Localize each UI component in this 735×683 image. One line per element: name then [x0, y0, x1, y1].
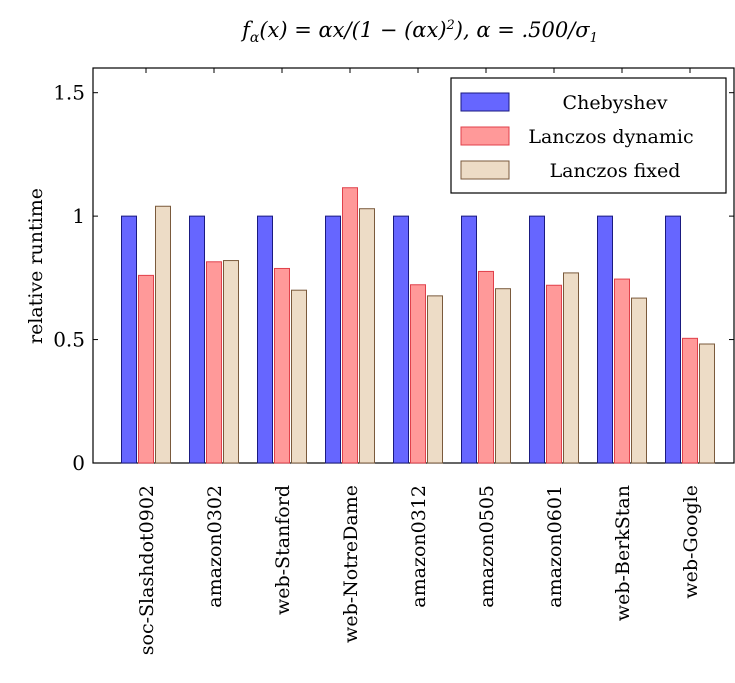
bar-chebyshev-amazon0601 — [529, 215, 545, 464]
x-tick-label: web-Google — [680, 485, 702, 599]
x-tick-labels: soc-Slashdot0902 amazon0302 web-Stanford we… — [136, 485, 702, 655]
bar-chebyshev-amazon0505 — [461, 215, 477, 464]
legend-swatch — [460, 160, 510, 180]
bar-lanczos-dynamic-web-BerkStan — [614, 278, 630, 464]
bar-lanczos-fixed-amazon0601 — [563, 272, 579, 464]
x-tick-label: amazon0505 — [476, 485, 498, 608]
bar-lanczos-dynamic-amazon0505 — [478, 270, 494, 464]
x-tick-label: soc-Slashdot0902 — [136, 485, 158, 655]
x-tick-label: web-Stanford — [272, 485, 294, 615]
bar-lanczos-dynamic-soc-Slashdot0902 — [138, 274, 154, 464]
bars — [121, 187, 715, 464]
bar-lanczos-fixed-amazon0302 — [223, 260, 239, 464]
x-tick-label: amazon0312 — [408, 485, 430, 608]
legend: Chebyshev Lanczos dynamic Lanczos fixed — [450, 77, 727, 194]
bar-chebyshev-amazon0312 — [393, 215, 409, 464]
bar-lanczos-fixed-web-Google — [699, 343, 715, 464]
legend-swatch — [460, 126, 510, 146]
legend-label: Lanczos dynamic — [528, 126, 693, 148]
bar-lanczos-fixed-soc-Slashdot0902 — [155, 205, 171, 464]
bar-lanczos-dynamic-amazon0312 — [410, 284, 426, 464]
y-tick-label: 1.5 — [53, 81, 85, 105]
legend-swatch — [460, 92, 510, 112]
legend-label: Chebyshev — [563, 92, 668, 114]
bar-lanczos-fixed-web-NotreDame — [359, 208, 375, 464]
bar-chebyshev-web-BerkStan — [597, 215, 613, 464]
bar-chebyshev-web-Google — [665, 215, 681, 464]
bar-lanczos-dynamic-web-Google — [682, 337, 698, 464]
bar-lanczos-fixed-amazon0505 — [495, 288, 511, 464]
title-sub: α — [250, 30, 260, 46]
bar-lanczos-dynamic-web-NotreDame — [342, 187, 358, 464]
title-f: f — [240, 18, 253, 42]
bar-lanczos-dynamic-amazon0601 — [546, 284, 562, 464]
x-tick-label: web-NotreDame — [340, 485, 362, 643]
bar-lanczos-fixed-web-BerkStan — [631, 297, 647, 464]
bar-chebyshev-web-NotreDame — [325, 215, 341, 464]
chart-title: fα(x) = αx/(1 − (αx)2), α = .500/σ1 — [240, 18, 598, 46]
title-sub2: 1 — [590, 31, 598, 46]
x-tick-label: amazon0601 — [544, 485, 566, 608]
title-tail: ), α = .500/σ — [454, 18, 591, 42]
bar-lanczos-dynamic-amazon0302 — [206, 261, 222, 464]
legend-label: Lanczos fixed — [550, 160, 681, 182]
bar-lanczos-fixed-amazon0312 — [427, 295, 443, 464]
y-axis-label: relative runtime — [25, 188, 47, 344]
y-tick-label: 0.5 — [53, 328, 85, 352]
y-tick-label: 1 — [72, 204, 85, 228]
y-tick-label: 0 — [72, 451, 85, 475]
x-tick-label: amazon0302 — [204, 485, 226, 608]
y-tick-labels: 0 0.5 1 1.5 — [53, 81, 85, 475]
title-sup: 2 — [446, 18, 455, 33]
x-tick-label: web-BerkStan — [612, 485, 634, 621]
title-eq: (x) = αx/(1 − (αx) — [259, 18, 446, 42]
bar-chebyshev-soc-Slashdot0902 — [121, 215, 137, 464]
bar-lanczos-fixed-web-Stanford — [291, 289, 307, 464]
bar-lanczos-dynamic-web-Stanford — [274, 267, 290, 464]
bar-chebyshev-amazon0302 — [189, 215, 205, 464]
bar-chebyshev-web-Stanford — [257, 215, 273, 464]
